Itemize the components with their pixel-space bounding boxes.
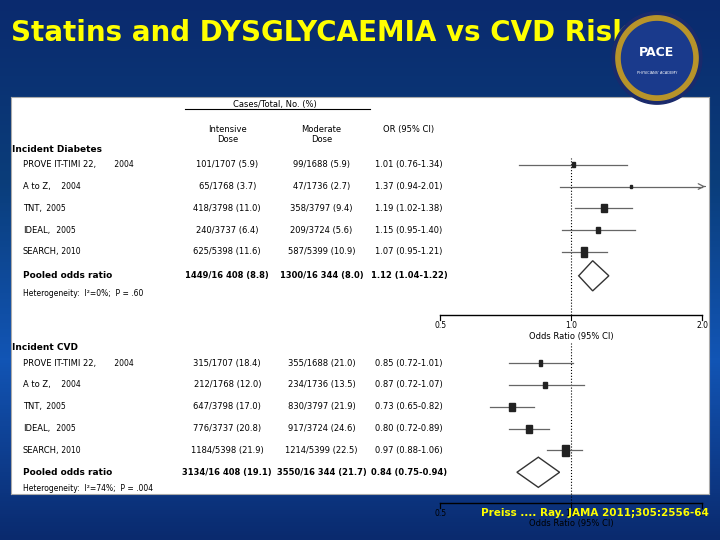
Text: 0.73 (0.65-0.82): 0.73 (0.65-0.82) — [375, 402, 443, 411]
Text: 212/1768 (12.0): 212/1768 (12.0) — [194, 381, 261, 389]
Text: Incident CVD: Incident CVD — [12, 343, 78, 352]
Text: Statins and DYSGLYCAEMIA vs CVD Risk: Statins and DYSGLYCAEMIA vs CVD Risk — [11, 19, 631, 47]
Polygon shape — [612, 12, 702, 104]
Text: SEARCH,: SEARCH, — [22, 446, 59, 455]
Text: 2.0: 2.0 — [696, 321, 708, 330]
Polygon shape — [517, 457, 559, 488]
Text: Pooled odds ratio: Pooled odds ratio — [22, 271, 112, 280]
Text: PACE: PACE — [639, 46, 675, 59]
Text: 2004: 2004 — [59, 182, 81, 191]
Text: 101/1707 (5.9): 101/1707 (5.9) — [197, 160, 258, 169]
Text: 2005: 2005 — [54, 424, 76, 433]
Text: 209/3724 (5.6): 209/3724 (5.6) — [290, 226, 353, 235]
Text: 0.5: 0.5 — [434, 321, 446, 330]
Text: 418/3798 (11.0): 418/3798 (11.0) — [194, 204, 261, 213]
Text: Odds Ratio (95% CI): Odds Ratio (95% CI) — [529, 332, 613, 341]
Text: 355/1688 (21.0): 355/1688 (21.0) — [288, 359, 356, 368]
Text: 3134/16 408 (19.1): 3134/16 408 (19.1) — [182, 468, 272, 477]
Text: 0.5: 0.5 — [434, 509, 446, 518]
Text: 99/1688 (5.9): 99/1688 (5.9) — [293, 160, 350, 169]
Text: 0.85 (0.72-1.01): 0.85 (0.72-1.01) — [375, 359, 443, 368]
Text: 2004: 2004 — [112, 359, 133, 368]
Text: 1.0: 1.0 — [565, 509, 577, 518]
Text: OR (95% CI): OR (95% CI) — [383, 125, 434, 134]
Text: 1300/16 344 (8.0): 1300/16 344 (8.0) — [280, 271, 364, 280]
Text: 65/1768 (3.7): 65/1768 (3.7) — [199, 182, 256, 191]
Text: 776/3737 (20.8): 776/3737 (20.8) — [193, 424, 261, 433]
Text: 358/3797 (9.4): 358/3797 (9.4) — [290, 204, 353, 213]
Text: 2004: 2004 — [59, 381, 81, 389]
Polygon shape — [621, 22, 693, 94]
Text: PROVE IT-TIMI 22,: PROVE IT-TIMI 22, — [22, 359, 96, 368]
Polygon shape — [579, 261, 609, 291]
Text: 625/5398 (11.6): 625/5398 (11.6) — [194, 247, 261, 256]
Text: TNT,: TNT, — [22, 204, 42, 213]
Text: 315/1707 (18.4): 315/1707 (18.4) — [194, 359, 261, 368]
Polygon shape — [616, 16, 698, 100]
Text: 2004: 2004 — [112, 160, 133, 169]
Text: SEARCH,: SEARCH, — [22, 247, 59, 256]
Text: 1.19 (1.02-1.38): 1.19 (1.02-1.38) — [375, 204, 443, 213]
Text: 1.07 (0.95-1.21): 1.07 (0.95-1.21) — [375, 247, 443, 256]
Text: 1184/5398 (21.9): 1184/5398 (21.9) — [191, 446, 264, 455]
Text: 2005: 2005 — [54, 226, 76, 235]
Text: Cases/Total, No. (%): Cases/Total, No. (%) — [233, 100, 316, 109]
Text: TNT,: TNT, — [22, 402, 42, 411]
Text: 587/5399 (10.9): 587/5399 (10.9) — [288, 247, 356, 256]
Text: 1214/5399 (22.5): 1214/5399 (22.5) — [285, 446, 358, 455]
Text: Heterogeneity:  I²=74%;  P = .004: Heterogeneity: I²=74%; P = .004 — [22, 484, 153, 492]
Text: 830/3797 (21.9): 830/3797 (21.9) — [288, 402, 356, 411]
Text: Intensive
Dose: Intensive Dose — [208, 125, 247, 144]
Text: Pooled odds ratio: Pooled odds ratio — [22, 468, 112, 477]
Text: 2010: 2010 — [59, 446, 81, 455]
Text: 1.0: 1.0 — [565, 321, 577, 330]
Text: IDEAL,: IDEAL, — [22, 226, 50, 235]
Text: Incident Diabetes: Incident Diabetes — [12, 145, 102, 154]
Text: 2010: 2010 — [59, 247, 81, 256]
Text: 1.01 (0.76-1.34): 1.01 (0.76-1.34) — [375, 160, 443, 169]
Text: 0.87 (0.72-1.07): 0.87 (0.72-1.07) — [375, 381, 443, 389]
Text: 240/3737 (6.4): 240/3737 (6.4) — [196, 226, 258, 235]
Text: 2005: 2005 — [44, 204, 66, 213]
Text: Heterogeneity:  I²=0%;  P = .60: Heterogeneity: I²=0%; P = .60 — [22, 289, 143, 298]
Text: PROVE IT-TIMI 22,: PROVE IT-TIMI 22, — [22, 160, 96, 169]
Text: 0.80 (0.72-0.89): 0.80 (0.72-0.89) — [375, 424, 443, 433]
Text: A to Z,: A to Z, — [22, 182, 50, 191]
Text: 3550/16 344 (21.7): 3550/16 344 (21.7) — [276, 468, 366, 477]
Text: 1449/16 408 (8.8): 1449/16 408 (8.8) — [186, 271, 269, 280]
Text: 1.37 (0.94-2.01): 1.37 (0.94-2.01) — [375, 182, 443, 191]
Text: 1.12 (1.04-1.22): 1.12 (1.04-1.22) — [371, 271, 447, 280]
Text: 47/1736 (2.7): 47/1736 (2.7) — [293, 182, 350, 191]
Text: 0.97 (0.88-1.06): 0.97 (0.88-1.06) — [375, 446, 443, 455]
Text: IDEAL,: IDEAL, — [22, 424, 50, 433]
Text: PHYSICIANS' ACADEMY: PHYSICIANS' ACADEMY — [636, 71, 678, 76]
Text: Preiss .... Ray. JAMA 2011;305:2556-64: Preiss .... Ray. JAMA 2011;305:2556-64 — [482, 508, 709, 518]
Text: 0.84 (0.75-0.94): 0.84 (0.75-0.94) — [371, 468, 447, 477]
Text: 234/1736 (13.5): 234/1736 (13.5) — [288, 381, 356, 389]
Text: 1.15 (0.95-1.40): 1.15 (0.95-1.40) — [375, 226, 443, 235]
Text: 2.0: 2.0 — [696, 509, 708, 518]
Text: A to Z,: A to Z, — [22, 381, 50, 389]
Text: 647/3798 (17.0): 647/3798 (17.0) — [194, 402, 261, 411]
Text: Odds Ratio (95% CI): Odds Ratio (95% CI) — [529, 519, 613, 529]
Text: 917/3724 (24.6): 917/3724 (24.6) — [288, 424, 356, 433]
Text: Moderate
Dose: Moderate Dose — [302, 125, 342, 144]
Text: 2005: 2005 — [44, 402, 66, 411]
